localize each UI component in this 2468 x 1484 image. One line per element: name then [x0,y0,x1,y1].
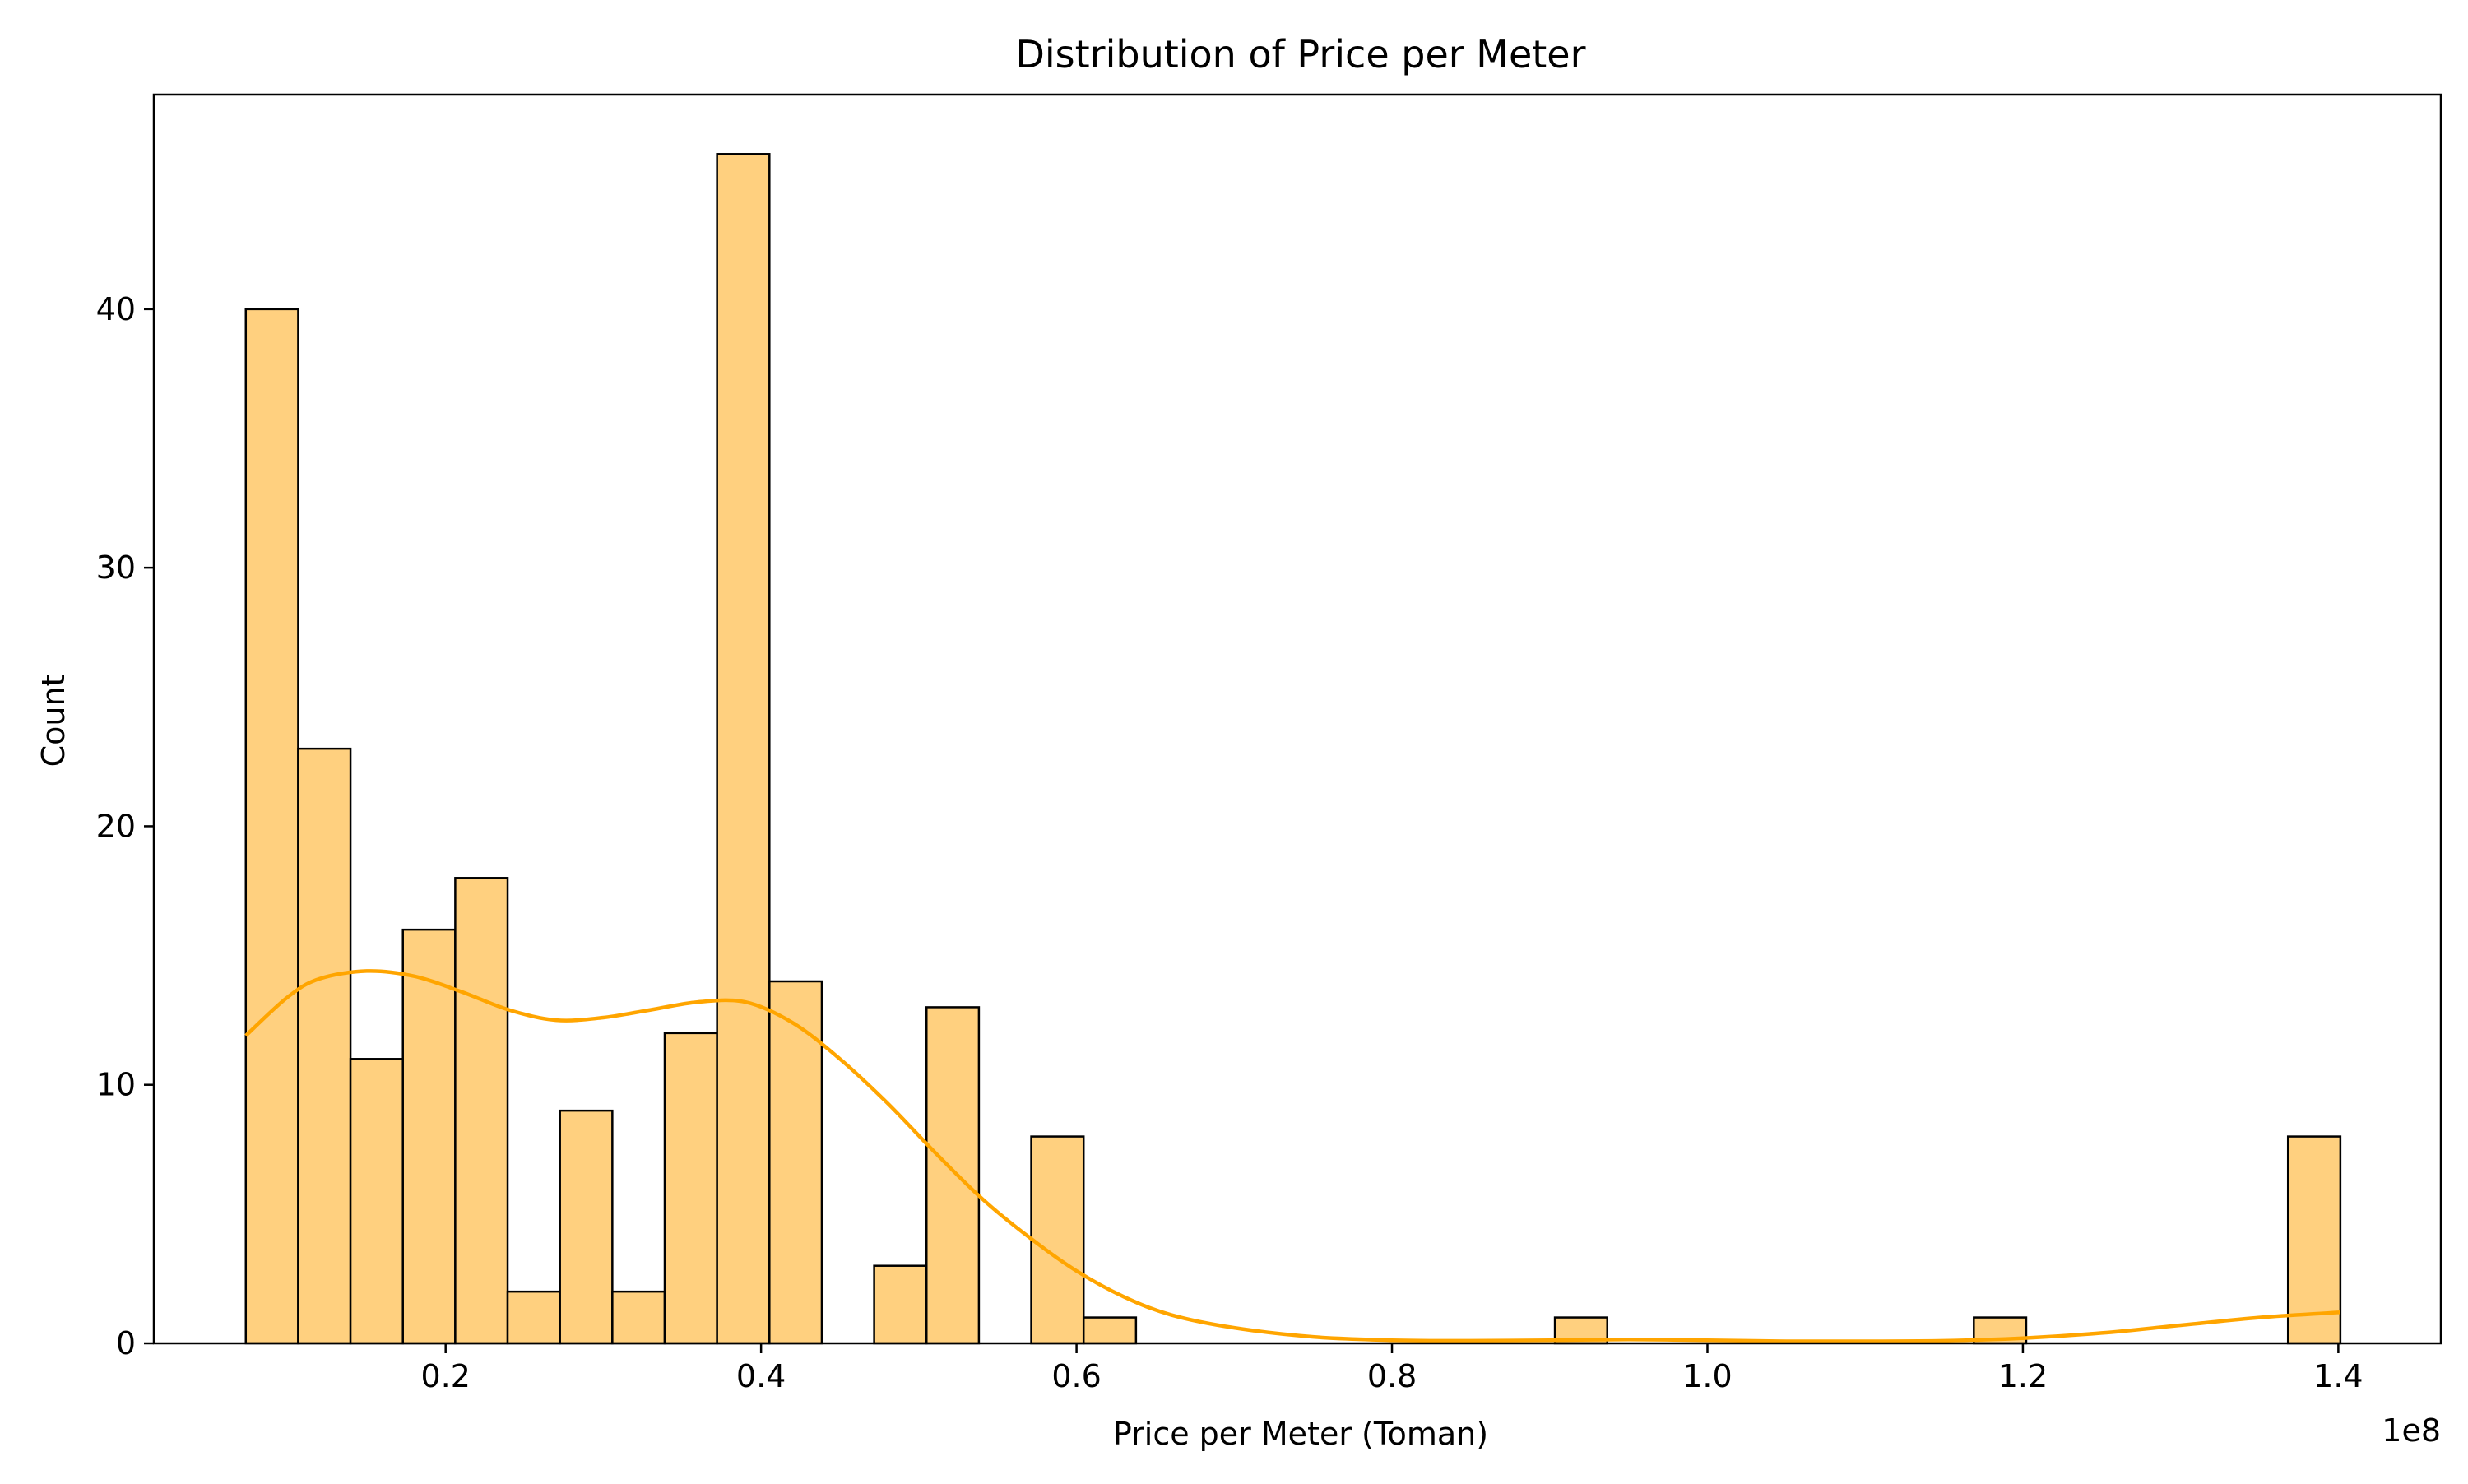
x-axis-offset-text: 1e8 [2382,1412,2441,1449]
plot-frame [152,93,2442,1345]
y-tick-label: 10 [96,1067,136,1103]
x-tick-label: 1.0 [1682,1358,1732,1394]
x-tick-label: 0.8 [1367,1358,1417,1394]
y-tick-label: 40 [96,291,136,327]
histogram-bar [506,1290,561,1345]
histogram-bar [454,877,509,1345]
histogram-bar [297,747,352,1345]
histogram-bar [349,1058,404,1345]
histogram-bar [926,1006,981,1345]
y-axis-ticks: 0 10 20 30 40 [96,291,154,1361]
histogram-bar [2286,1135,2342,1345]
x-axis-ticks: 0.2 0.4 0.6 0.8 1.0 1.2 1.4 [420,1343,2364,1394]
histogram-bars [244,153,2342,1345]
kde-curve-group [244,969,2341,1343]
y-tick-label: 20 [96,808,136,844]
histogram-bar [611,1290,666,1345]
y-tick-label: 30 [96,550,136,586]
histogram-bar [1082,1316,1138,1345]
y-axis-label: Count [35,675,72,768]
kde-curve-line [244,969,2341,1343]
x-axis-label: Price per Meter (Toman) [1113,1416,1488,1452]
histogram-bar [663,1032,718,1345]
x-tick-label: 1.4 [2313,1358,2363,1394]
x-tick-label: 0.4 [736,1358,786,1394]
x-tick-label: 0.2 [420,1358,470,1394]
x-tick-label: 0.6 [1051,1358,1101,1394]
histogram-bar [873,1264,928,1345]
histogram-bar [559,1109,614,1345]
x-tick-label: 1.2 [1998,1358,2048,1394]
histogram-bar [716,153,771,1345]
histogram-bar [244,308,299,1345]
y-tick-label: 0 [116,1325,136,1361]
histogram-bar [401,928,457,1345]
histogram-bar [1030,1135,1085,1345]
chart-title: Distribution of Price per Meter [1015,32,1585,77]
